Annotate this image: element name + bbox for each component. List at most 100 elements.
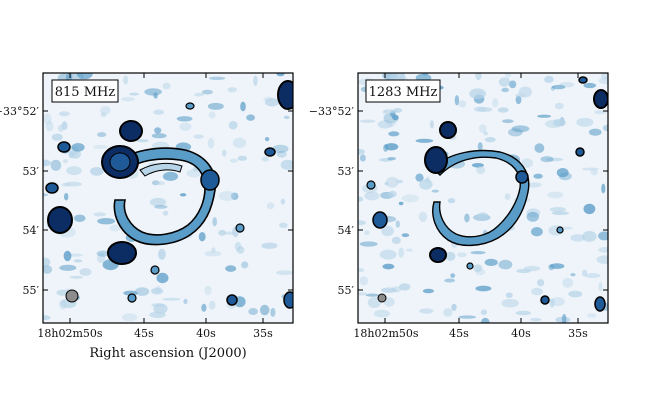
bright-source [200, 169, 220, 191]
compact-source [575, 147, 585, 157]
noise-blob [570, 273, 576, 277]
noise-blob [602, 124, 608, 132]
panel-815-mhz: 815 MHz −33°52′ 53′ 54′ 55′ 18h02m50s 45… [0, 72, 294, 340]
noise-blob [208, 111, 216, 119]
noise-blob [518, 86, 532, 98]
compact-source [515, 170, 529, 184]
noise-blob [598, 246, 608, 253]
compact-source [594, 296, 606, 312]
axis-ticks [358, 73, 608, 323]
noise-blob [198, 232, 206, 242]
noise-blob [399, 283, 411, 291]
noise-blob [395, 220, 400, 228]
bright-source [424, 146, 448, 174]
noise-blob [537, 279, 545, 287]
noise-blob [398, 247, 405, 258]
noise-blob [43, 265, 53, 274]
noise-blob [544, 75, 554, 83]
noise-blob [549, 263, 565, 269]
noise-blob [422, 288, 434, 294]
noise-blob [585, 273, 601, 279]
noise-blob [359, 241, 378, 247]
noise-blob [546, 157, 564, 162]
noise-blob [553, 118, 566, 127]
noise-blob [596, 255, 608, 264]
noise-blob [504, 193, 511, 200]
noise-blob [509, 80, 517, 89]
noise-blob [144, 88, 162, 96]
noise-blob [568, 290, 583, 298]
noise-blob [444, 278, 456, 283]
noise-blob [531, 227, 543, 237]
noise-blob [533, 173, 543, 179]
noise-blob [66, 166, 82, 176]
bright-source [119, 120, 143, 142]
noise-blob [162, 297, 181, 301]
emission-map-1283 [358, 73, 608, 323]
x-axis-title: Right ascension (J2000) [89, 346, 246, 361]
noise-blob [211, 247, 216, 253]
noise-blob [93, 145, 109, 149]
noise-blob [153, 109, 165, 115]
ra-tick-label: 45s [134, 327, 154, 340]
dec-tick-label: 53′ [23, 165, 40, 178]
noise-blob [388, 131, 400, 137]
noise-blob [365, 293, 379, 297]
frequency-label-box [365, 79, 441, 103]
compact-source [366, 180, 376, 190]
noise-blob [547, 191, 564, 199]
axis-ticks [43, 73, 293, 323]
noise-blob [358, 220, 366, 226]
noise-blob [204, 250, 222, 257]
bright-source-core [109, 152, 131, 172]
noise-blob [497, 107, 509, 113]
noise-blob [248, 308, 258, 315]
noise-blob [385, 176, 399, 188]
noise-blob [97, 252, 106, 264]
bright-source [107, 241, 137, 265]
noise-blob [484, 258, 498, 266]
noise-blob [218, 191, 236, 201]
noise-blob [76, 73, 93, 80]
compact-source [372, 211, 388, 229]
noise-blob [429, 120, 434, 129]
compact-source [235, 223, 245, 233]
noise-blob [234, 241, 242, 251]
noise-blob [364, 191, 380, 201]
noise-blob [476, 166, 486, 175]
noise-blob [576, 117, 594, 127]
noise-blob [425, 176, 430, 184]
noise-blob [516, 268, 532, 274]
compact-source [150, 265, 160, 275]
noise-blob [422, 73, 429, 76]
noise-blob [151, 303, 165, 307]
noise-blob [445, 251, 456, 261]
noise-blob [58, 111, 70, 117]
noise-blob [266, 202, 275, 210]
noise-blob [583, 203, 596, 215]
noise-blob [151, 287, 164, 295]
noise-blob [79, 268, 92, 276]
dec-tick-label: 55′ [23, 284, 40, 297]
noise-blob [229, 158, 238, 163]
noise-blob [228, 120, 238, 130]
noise-blob [554, 102, 564, 110]
noise-blob [261, 156, 269, 162]
panel-1283-mhz: 1283 MHz −33°52′ 53′ 54′ 55′ 18h02m50s 4… [309, 72, 609, 340]
noise-blob [201, 89, 213, 95]
frequency-label: 815 MHz [55, 85, 116, 100]
noise-blob [550, 297, 565, 307]
noise-blob [50, 159, 62, 171]
noise-blob [63, 192, 69, 201]
noise-blob [358, 292, 367, 296]
noise-blob [208, 300, 216, 310]
noise-blob [469, 88, 486, 99]
noise-blob [418, 211, 428, 222]
noise-blob [276, 73, 285, 77]
noise-blob [123, 75, 128, 85]
panel-background [43, 73, 293, 323]
noise-blob [551, 211, 570, 216]
noise-blob [218, 229, 227, 236]
noise-blob [121, 97, 135, 102]
noise-blob [204, 285, 212, 296]
